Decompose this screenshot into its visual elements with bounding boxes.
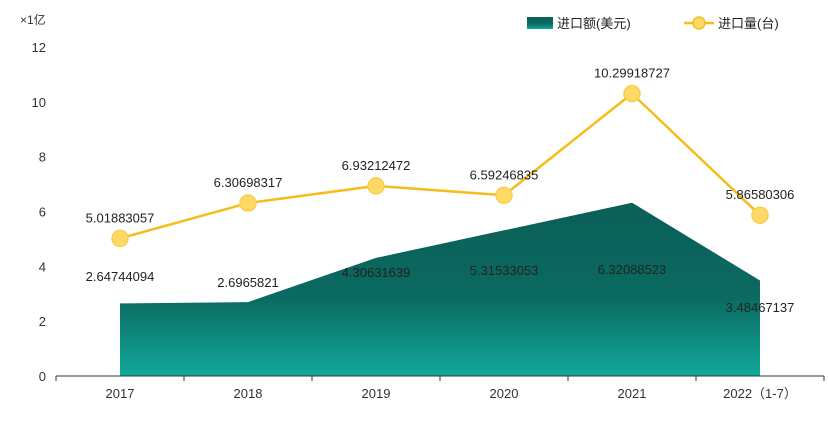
y-tick-label-4: 8: [39, 150, 46, 165]
label-import-value-4: 6.32088523: [598, 262, 667, 277]
x-tick-label-3: 2020: [490, 386, 519, 401]
label-import-volume-1: 6.30698317: [214, 175, 283, 190]
legend-label-import-volume: 进口量(台): [718, 16, 779, 31]
point-import-volume-0: [111, 229, 129, 248]
unit-label: ×1亿: [20, 12, 46, 27]
label-import-value-2: 4.30631639: [342, 265, 411, 280]
legend-label-import-value: 进口额(美元): [557, 16, 631, 31]
label-import-value-0: 2.64744094: [86, 269, 155, 284]
x-axis: 2017 2018 2019 2020 2021 2022（1-7）: [55, 376, 825, 401]
label-import-volume-0: 5.01883057: [86, 210, 155, 225]
y-tick-label-3: 6: [39, 205, 46, 220]
line-import-volume: [119, 92, 761, 240]
area-import-value: [120, 202, 760, 376]
y-tick-label-2: 4: [39, 259, 46, 274]
point-import-volume-2: [367, 177, 385, 195]
label-import-volume-5: 5.86580306: [726, 187, 795, 202]
legend-marker-import-volume: [692, 16, 706, 30]
x-tick-label-4: 2021: [618, 386, 647, 401]
data-labels: 5.01883057 6.30698317 6.93212472 6.59246835…: [86, 66, 795, 315]
label-import-volume-4: 10.29918727: [594, 66, 670, 81]
x-tick-label-1: 2018: [234, 386, 263, 401]
area-series: [120, 202, 760, 376]
point-import-volume-5: [751, 206, 769, 224]
legend-swatch-import-value: [527, 17, 553, 29]
y-tick-label-0: 0: [39, 369, 46, 384]
label-import-volume-2: 6.93212472: [342, 158, 411, 173]
line-series: [111, 84, 769, 248]
label-import-value-5: 3.48467137: [726, 300, 795, 315]
y-tick-label-5: 10: [32, 95, 46, 110]
y-tick-label-1: 2: [39, 314, 46, 329]
y-tick-label-6: 12: [32, 40, 46, 55]
label-import-value-1: 2.6965821: [217, 275, 278, 290]
point-import-volume-3: [495, 186, 513, 205]
label-import-value-3: 5.31533053: [470, 263, 539, 278]
legend: 进口额(美元) 进口量(台): [527, 16, 779, 31]
point-import-volume-1: [239, 194, 257, 212]
x-tick-label-2: 2019: [362, 386, 391, 401]
x-tick-label-5: 2022（1-7）: [723, 386, 797, 401]
point-import-volume-4: [623, 84, 641, 103]
x-tick-label-0: 2017: [106, 386, 135, 401]
y-axis: 0 2 4 6 8 10 12: [32, 40, 46, 384]
label-import-volume-3: 6.59246835: [470, 167, 539, 182]
